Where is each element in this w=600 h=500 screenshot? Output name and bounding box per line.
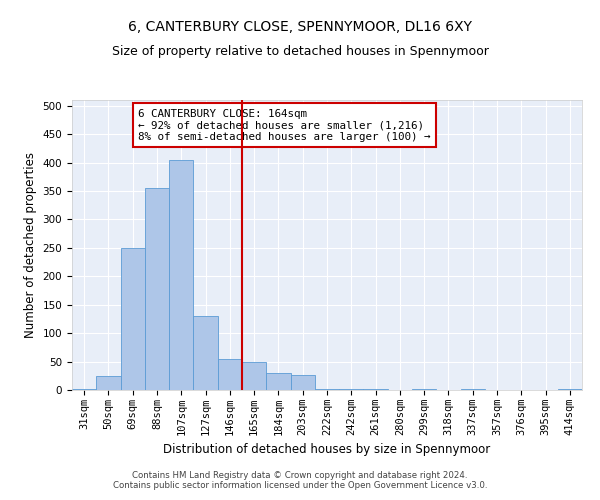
Y-axis label: Number of detached properties: Number of detached properties — [24, 152, 37, 338]
Bar — [72, 389, 96, 390]
Bar — [364, 389, 388, 390]
Bar — [266, 373, 290, 390]
Bar — [242, 362, 266, 390]
Text: 6 CANTERBURY CLOSE: 164sqm
← 92% of detached houses are smaller (1,216)
8% of se: 6 CANTERBURY CLOSE: 164sqm ← 92% of deta… — [139, 108, 431, 142]
Text: Contains HM Land Registry data © Crown copyright and database right 2024.
Contai: Contains HM Land Registry data © Crown c… — [113, 470, 487, 490]
Bar — [193, 316, 218, 390]
X-axis label: Distribution of detached houses by size in Spennymoor: Distribution of detached houses by size … — [163, 444, 491, 456]
Text: Size of property relative to detached houses in Spennymoor: Size of property relative to detached ho… — [112, 45, 488, 58]
Bar — [290, 374, 315, 390]
Bar — [145, 188, 169, 390]
Bar — [412, 389, 436, 390]
Bar — [96, 376, 121, 390]
Bar — [315, 389, 339, 390]
Bar — [121, 248, 145, 390]
Bar — [169, 160, 193, 390]
Bar — [218, 358, 242, 390]
Text: 6, CANTERBURY CLOSE, SPENNYMOOR, DL16 6XY: 6, CANTERBURY CLOSE, SPENNYMOOR, DL16 6X… — [128, 20, 472, 34]
